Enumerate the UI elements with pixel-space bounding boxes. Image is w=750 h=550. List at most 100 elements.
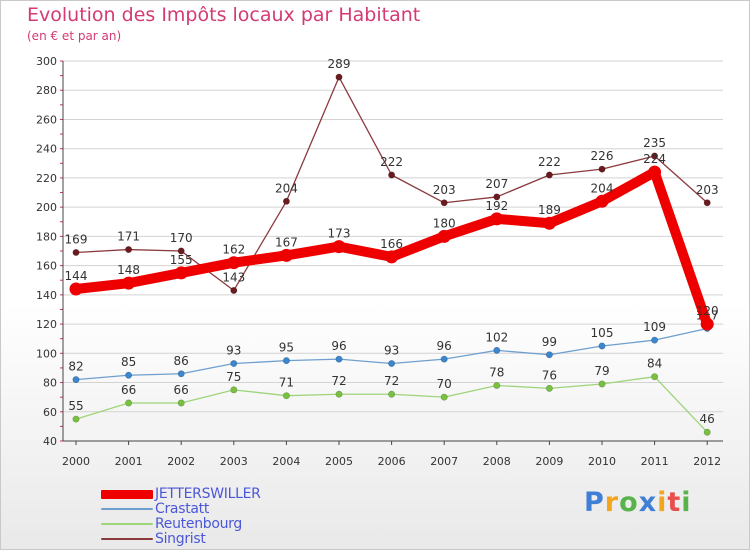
data-point-singrist[interactable]	[72, 248, 80, 256]
data-label-singrist: 289	[328, 57, 351, 71]
y-tick-label: 180	[36, 230, 57, 243]
legend-label-crastatt: Crastatt	[155, 501, 210, 517]
data-label-jetterswiller: 167	[275, 235, 298, 249]
data-label-jetterswiller: 192	[485, 199, 508, 213]
data-point-reutenbourg[interactable]	[545, 384, 553, 392]
data-point-singrist[interactable]	[388, 171, 396, 179]
data-label-jetterswiller: 155	[170, 253, 193, 267]
data-point-jetterswiller[interactable]	[69, 282, 83, 296]
data-point-jetterswiller[interactable]	[490, 212, 504, 226]
data-point-singrist[interactable]	[651, 152, 659, 160]
logo-letter: P	[584, 487, 605, 518]
data-label-crastatt: 85	[121, 355, 136, 369]
data-point-jetterswiller[interactable]	[122, 276, 136, 290]
data-point-reutenbourg[interactable]	[388, 390, 396, 398]
data-label-crastatt: 86	[174, 354, 189, 368]
data-point-reutenbourg[interactable]	[72, 415, 80, 423]
x-tick-label: 2002	[167, 455, 195, 468]
legend-label-jetterswiller: JETTERSWILLER	[155, 486, 261, 502]
data-point-singrist[interactable]	[703, 199, 711, 207]
data-label-singrist: 169	[65, 232, 88, 246]
data-point-jetterswiller[interactable]	[648, 165, 662, 179]
data-point-crastatt[interactable]	[598, 342, 606, 350]
data-point-jetterswiller[interactable]	[174, 266, 188, 280]
data-point-crastatt[interactable]	[230, 360, 238, 368]
data-point-reutenbourg[interactable]	[598, 380, 606, 388]
data-point-jetterswiller[interactable]	[279, 248, 293, 262]
data-point-crastatt[interactable]	[388, 360, 396, 368]
legend-item-singrist[interactable]: Singrist	[101, 531, 341, 547]
data-label-crastatt: 99	[542, 335, 557, 349]
data-point-crastatt[interactable]	[282, 357, 290, 365]
legend-label-singrist: Singrist	[155, 531, 206, 547]
data-label-singrist: 171	[117, 230, 140, 244]
data-point-jetterswiller[interactable]	[700, 317, 714, 331]
data-point-crastatt[interactable]	[493, 346, 501, 354]
data-point-reutenbourg[interactable]	[493, 381, 501, 389]
data-point-singrist[interactable]	[598, 165, 606, 173]
y-tick-label: 260	[36, 113, 57, 126]
data-label-reutenbourg: 72	[331, 374, 346, 388]
data-label-reutenbourg: 46	[700, 412, 715, 426]
data-point-reutenbourg[interactable]	[125, 399, 133, 407]
data-point-jetterswiller[interactable]	[437, 229, 451, 243]
data-point-reutenbourg[interactable]	[703, 428, 711, 436]
x-tick-label: 2001	[115, 455, 143, 468]
data-point-crastatt[interactable]	[651, 336, 659, 344]
data-point-reutenbourg[interactable]	[282, 392, 290, 400]
data-point-singrist[interactable]	[440, 199, 448, 207]
y-tick-label: 100	[36, 347, 57, 360]
y-tick-label: 140	[36, 289, 57, 302]
data-label-singrist: 222	[538, 155, 561, 169]
legend-swatch-reutenbourg	[101, 523, 153, 525]
y-tick-label: 280	[36, 84, 57, 97]
data-point-singrist[interactable]	[545, 171, 553, 179]
data-point-jetterswiller[interactable]	[227, 256, 241, 270]
y-tick-label: 80	[43, 377, 57, 390]
data-point-singrist[interactable]	[282, 197, 290, 205]
logo-letter: i	[681, 487, 692, 518]
data-label-crastatt: 93	[384, 344, 399, 358]
data-point-crastatt[interactable]	[125, 371, 133, 379]
data-point-crastatt[interactable]	[177, 370, 185, 378]
legend-item-jetterswiller[interactable]: JETTERSWILLER	[101, 486, 341, 502]
data-point-crastatt[interactable]	[545, 351, 553, 359]
x-tick-label: 2003	[220, 455, 248, 468]
data-label-jetterswiller: 204	[591, 181, 614, 195]
data-label-crastatt: 95	[279, 341, 294, 355]
proxiti-logo: Proxiti	[584, 487, 692, 518]
data-point-singrist[interactable]	[125, 246, 133, 254]
data-label-crastatt: 109	[643, 320, 666, 334]
legend-swatch-jetterswiller	[101, 490, 153, 499]
y-tick-label: 160	[36, 260, 57, 273]
data-point-crastatt[interactable]	[440, 355, 448, 363]
data-label-jetterswiller: 173	[328, 227, 351, 241]
data-label-reutenbourg: 75	[226, 370, 241, 384]
data-point-jetterswiller[interactable]	[385, 250, 399, 264]
data-point-singrist[interactable]	[177, 247, 185, 255]
data-label-jetterswiller: 224	[643, 152, 666, 166]
data-point-crastatt[interactable]	[72, 376, 80, 384]
data-label-reutenbourg: 84	[647, 357, 662, 371]
legend-item-crastatt[interactable]: Crastatt	[101, 501, 341, 517]
data-point-reutenbourg[interactable]	[230, 386, 238, 394]
data-label-reutenbourg: 72	[384, 374, 399, 388]
data-point-reutenbourg[interactable]	[651, 373, 659, 381]
data-point-jetterswiller[interactable]	[332, 240, 346, 254]
data-point-reutenbourg[interactable]	[177, 399, 185, 407]
data-point-singrist[interactable]	[335, 73, 343, 81]
data-label-reutenbourg: 71	[279, 376, 294, 390]
legend-item-reutenbourg[interactable]: Reutenbourg	[101, 516, 341, 532]
data-point-crastatt[interactable]	[335, 355, 343, 363]
data-point-singrist[interactable]	[493, 193, 501, 201]
data-point-jetterswiller[interactable]	[542, 216, 556, 230]
data-point-singrist[interactable]	[230, 286, 238, 294]
data-label-crastatt: 102	[485, 330, 508, 344]
logo-letter: t	[667, 487, 682, 518]
data-label-crastatt: 96	[437, 339, 452, 353]
data-point-reutenbourg[interactable]	[335, 390, 343, 398]
legend-label-reutenbourg: Reutenbourg	[155, 516, 242, 532]
x-tick-label: 2006	[378, 455, 406, 468]
data-point-jetterswiller[interactable]	[595, 194, 609, 208]
data-point-reutenbourg[interactable]	[440, 393, 448, 401]
